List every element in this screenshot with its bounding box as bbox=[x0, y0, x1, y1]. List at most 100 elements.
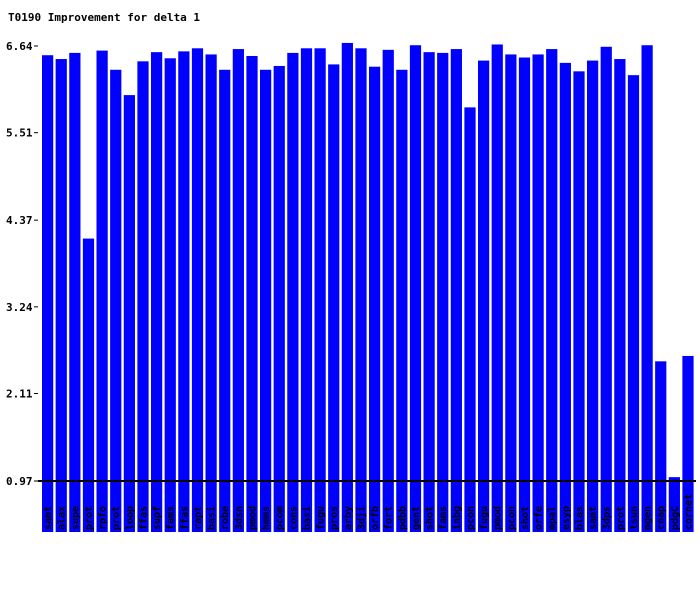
bar bbox=[55, 59, 67, 532]
bar bbox=[328, 64, 340, 532]
category-label: pcon bbox=[506, 506, 517, 530]
category-label: fugu bbox=[316, 506, 327, 530]
bar bbox=[682, 355, 694, 532]
category-label: rpfo bbox=[98, 506, 109, 530]
category-label: supf bbox=[152, 506, 163, 530]
bar bbox=[246, 55, 258, 532]
category-label: prot bbox=[111, 506, 122, 530]
bar bbox=[478, 60, 490, 532]
category-label: hmms bbox=[261, 506, 272, 530]
bar bbox=[42, 55, 54, 533]
bar bbox=[382, 49, 394, 533]
category-label: tsun bbox=[629, 506, 640, 530]
bar bbox=[300, 48, 313, 533]
bar bbox=[82, 238, 95, 532]
category-label: prot bbox=[615, 506, 626, 530]
category-label: mpal bbox=[547, 506, 558, 530]
category-label: pros bbox=[329, 506, 340, 530]
category-label: fugu bbox=[479, 506, 490, 530]
category-label: pdbb bbox=[397, 506, 408, 530]
bar bbox=[287, 52, 299, 533]
category-label: samt bbox=[588, 506, 599, 530]
bar bbox=[205, 54, 217, 532]
bar bbox=[437, 52, 449, 533]
bar bbox=[464, 107, 476, 532]
y-tick-label: 6.64 bbox=[6, 40, 33, 53]
category-label: cnap bbox=[656, 506, 667, 530]
bar bbox=[219, 69, 231, 532]
bar bbox=[151, 52, 163, 532]
bar bbox=[505, 54, 517, 532]
category-label: arby bbox=[343, 506, 354, 530]
category-label: prot bbox=[84, 506, 95, 530]
bar bbox=[614, 59, 626, 532]
bar bbox=[546, 49, 558, 532]
category-label: rapt bbox=[193, 506, 204, 530]
category-label: pcon bbox=[465, 506, 476, 530]
bar bbox=[518, 57, 531, 532]
category-label: 3dps bbox=[602, 506, 613, 530]
bar bbox=[110, 69, 122, 532]
bar bbox=[123, 95, 135, 532]
bar bbox=[600, 46, 612, 533]
bar bbox=[260, 69, 272, 532]
category-label: mgen bbox=[643, 506, 654, 530]
bar bbox=[409, 45, 422, 532]
category-label: pcom bbox=[275, 506, 286, 530]
category-label: robe bbox=[220, 506, 231, 530]
y-axis: 0.97 2.11 3.24 4.37 5.51 6.64 bbox=[6, 40, 38, 488]
category-label: supe bbox=[70, 506, 81, 530]
bar bbox=[191, 48, 204, 533]
bar bbox=[668, 477, 680, 532]
category-label: gent bbox=[411, 506, 422, 530]
bar bbox=[314, 48, 326, 533]
category-label: basi bbox=[206, 506, 218, 530]
category-label: fams bbox=[166, 506, 177, 530]
bar bbox=[137, 61, 149, 533]
bar bbox=[532, 54, 544, 532]
bar bbox=[491, 44, 503, 532]
category-label: samt bbox=[43, 506, 54, 530]
category-label: fort bbox=[384, 506, 395, 530]
bar bbox=[587, 60, 599, 532]
category-label: fams bbox=[438, 506, 449, 530]
bar bbox=[178, 51, 190, 533]
bar bbox=[641, 45, 653, 532]
category-label: 3dji bbox=[355, 506, 367, 530]
bar bbox=[423, 52, 435, 532]
y-tick-label: 3.24 bbox=[6, 301, 33, 314]
bar bbox=[69, 52, 81, 533]
category-label: ffas bbox=[138, 506, 149, 530]
y-tick-label: 0.97 bbox=[6, 475, 33, 488]
category-label: basi bbox=[301, 506, 313, 530]
bar bbox=[369, 66, 381, 533]
y-tick-label: 4.37 bbox=[6, 214, 33, 227]
category-label: pdgC bbox=[670, 506, 681, 530]
category-label: blas bbox=[574, 506, 585, 530]
y-tick-label: 5.51 bbox=[6, 127, 33, 140]
y-tick-label: 2.11 bbox=[6, 388, 33, 401]
category-label: alax bbox=[57, 506, 68, 530]
bar bbox=[232, 49, 244, 532]
bar bbox=[396, 69, 408, 532]
category-label: orfe bbox=[534, 506, 545, 530]
category-label: inbg bbox=[451, 506, 463, 530]
bar bbox=[96, 50, 108, 532]
bar bbox=[341, 42, 353, 533]
bar bbox=[355, 48, 367, 533]
x-axis-labels: samt alax supe prot rpfo prot loop ffas supf fams… bbox=[43, 494, 694, 530]
category-label: pmod bbox=[247, 506, 258, 530]
category-label: orfb bbox=[370, 506, 381, 530]
bar bbox=[627, 75, 640, 533]
bar bbox=[164, 58, 176, 532]
category-label: pmod bbox=[493, 506, 504, 530]
bars bbox=[42, 42, 694, 533]
chart-title: T0190 Improvement for delta 1 bbox=[8, 11, 200, 24]
bar bbox=[573, 71, 585, 532]
bar bbox=[273, 65, 285, 532]
category-label: cornet bbox=[683, 494, 694, 530]
category-label: cons bbox=[288, 506, 299, 530]
category-label: 3dsn bbox=[234, 506, 245, 530]
bar bbox=[655, 361, 667, 532]
